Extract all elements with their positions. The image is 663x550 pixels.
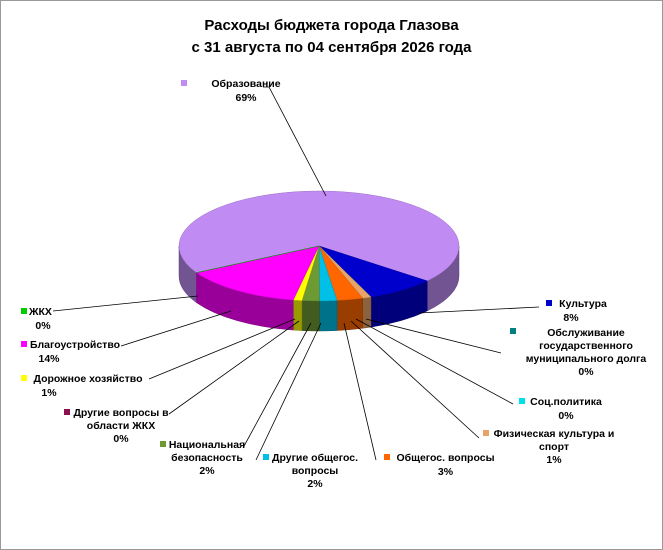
data-label: 8%: [563, 312, 579, 324]
slice: [178, 190, 460, 282]
slice-side: [292, 299, 303, 331]
data-label-name: Дорожное хозяйство: [33, 373, 143, 385]
slice-side: [336, 297, 363, 331]
data-label: 0%: [558, 410, 574, 422]
slice: [195, 245, 320, 301]
data-label: 14%: [38, 353, 60, 365]
data-label-name: Другие общегос. вопросы: [271, 452, 359, 477]
data-label-name: ЖКХ: [29, 306, 52, 318]
legend-marker: [64, 409, 70, 415]
data-label-name: Общегос. вопросы: [396, 452, 495, 464]
legend-marker: [21, 308, 27, 314]
legend-marker: [510, 328, 516, 334]
legend-marker: [160, 441, 166, 447]
slice-side: [301, 300, 320, 332]
data-label-name: Соц.политика: [530, 396, 602, 408]
chart-subtitle: с 31 августа по 04 сентября 2026 года: [191, 39, 472, 56]
data-label: 2%: [199, 465, 215, 477]
chart-title: Расходы бюджета города Глазова: [204, 17, 459, 34]
data-label: 0%: [35, 320, 51, 332]
legend-marker: [384, 454, 390, 460]
data-label-name: Культура: [559, 298, 607, 310]
leader-line: [355, 318, 514, 405]
data-label: 3%: [437, 466, 454, 478]
data-label-name: Благоустройство: [29, 339, 121, 351]
legend-marker: [263, 454, 269, 460]
leader-line: [168, 320, 300, 415]
data-label: 1%: [41, 387, 57, 399]
data-label-name: Образование: [211, 78, 281, 90]
data-label-name: Другие вопросы в области ЖКХ: [73, 407, 169, 432]
legend-marker: [21, 341, 27, 347]
leader-line: [350, 320, 480, 439]
leader-line: [255, 322, 322, 461]
data-label: 0%: [578, 366, 594, 378]
leader-line: [242, 322, 312, 449]
data-label: 2%: [307, 478, 323, 490]
data-label-name: Физическая культура и спорт: [493, 428, 615, 453]
leader-line: [263, 86, 327, 197]
legend-marker: [546, 300, 552, 306]
data-label-name: Национальная безопасность: [168, 439, 246, 464]
slice-side: [319, 300, 338, 332]
data-label: 1%: [546, 454, 562, 466]
leader-line: [52, 295, 199, 312]
leader-line: [148, 318, 296, 380]
legend-marker: [483, 430, 489, 436]
leader-line: [343, 322, 377, 461]
data-label: 69%: [235, 92, 257, 104]
data-label-name: Обслуживание государственного муниципаль…: [525, 327, 647, 365]
leader-line: [418, 306, 540, 314]
leader-line: [365, 318, 502, 354]
data-label: 0%: [113, 433, 129, 445]
legend-marker: [519, 398, 525, 404]
legend-marker: [21, 375, 27, 381]
legend-marker: [181, 80, 187, 86]
leader-line: [120, 310, 232, 347]
